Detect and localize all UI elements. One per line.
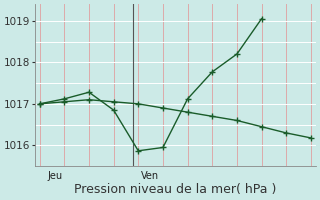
Text: Ven: Ven — [141, 171, 159, 181]
X-axis label: Pression niveau de la mer( hPa ): Pression niveau de la mer( hPa ) — [74, 183, 276, 196]
Text: Jeu: Jeu — [47, 171, 62, 181]
